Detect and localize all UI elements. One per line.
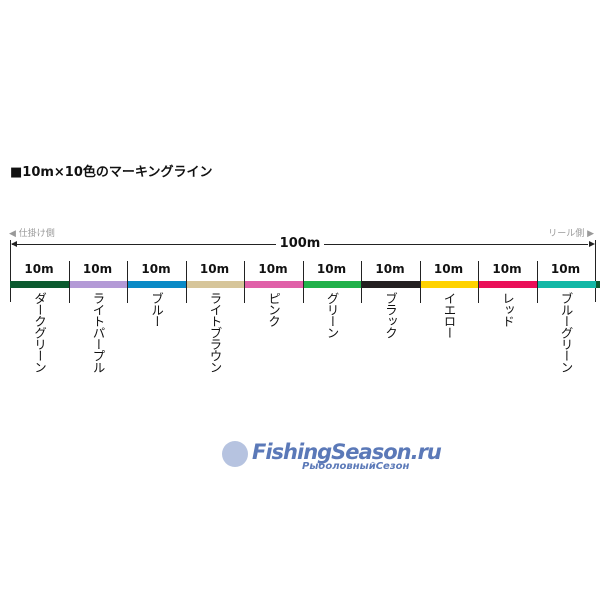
- segment-color-name: ピンク: [244, 292, 302, 327]
- segment-color-name: ダークグリーン: [10, 292, 68, 373]
- segment-length: 10m: [82, 262, 113, 276]
- segment-length: 10m: [141, 262, 171, 276]
- segment-color-name: ブルー: [127, 292, 185, 327]
- total-length-text: 100m: [275, 236, 325, 251]
- segment-length: 10m: [316, 262, 347, 276]
- watermark-line1: FishingSeason.ru: [252, 440, 442, 464]
- color-name-text: グリーン: [324, 292, 340, 338]
- segment-color: [361, 281, 420, 288]
- color-name-text: ライトブラウン: [207, 292, 223, 373]
- segment-divider: [302, 261, 304, 303]
- color-name-text: ライトパープル: [90, 292, 106, 373]
- segment-length: 10m: [24, 262, 54, 276]
- segment-length: 10m: [550, 262, 581, 276]
- segment-divider: [361, 261, 362, 303]
- watermark-logo: FishingSeason.ru РыболовныйСезон: [252, 440, 442, 472]
- end-tick: [595, 240, 596, 302]
- color-name-text: ピンク: [266, 292, 281, 327]
- arrow-right-icon: [589, 241, 595, 247]
- segment-color-name: ブラック: [361, 292, 419, 338]
- segment-divider: [244, 261, 245, 303]
- segment-color: [68, 281, 128, 288]
- segment-color-name: グリーン: [303, 292, 361, 338]
- segment-divider: [536, 261, 538, 303]
- arrow-left-icon: [11, 241, 17, 247]
- line-continuation: [596, 281, 600, 288]
- segment-length: 10m: [492, 262, 522, 276]
- watermark-line2: РыболовныйСезон: [302, 461, 410, 472]
- start-tick: [10, 240, 11, 302]
- section-title: ■10m×10色のマーキングライン: [10, 165, 213, 180]
- segment-color: [185, 281, 245, 288]
- segment-color-name: ライトブラウン: [186, 292, 244, 373]
- segment-color-name: イエロー: [420, 292, 478, 338]
- segment-divider: [127, 261, 128, 303]
- segment-divider: [419, 261, 421, 303]
- segment-divider: [478, 261, 479, 303]
- color-name-text: ダークグリーン: [32, 292, 47, 373]
- color-name-text: イエロー: [441, 292, 457, 338]
- watermark-globe-icon: [222, 441, 248, 467]
- segment-length: 10m: [433, 262, 464, 276]
- segment-divider: [68, 261, 70, 303]
- segment-color-name: ライトパープル: [69, 292, 127, 373]
- segment-color: [478, 281, 537, 288]
- total-length: 100m: [250, 236, 350, 251]
- segment-color: [244, 281, 303, 288]
- segment-divider: [185, 261, 187, 303]
- segment-color: [10, 281, 69, 288]
- terminal-side-label: ◀ 仕掛け側: [9, 229, 55, 239]
- segment-color-name: レッド: [478, 292, 536, 327]
- color-name-text: ブルー: [149, 292, 164, 327]
- segment-color: [536, 281, 596, 288]
- color-name-text: レッド: [500, 292, 515, 327]
- color-name-text: ブラック: [383, 292, 398, 338]
- color-name-text: ブルーグリーン: [558, 292, 574, 373]
- segment-color: [302, 281, 362, 288]
- segment-length: 10m: [199, 262, 230, 276]
- segment-color-name: ブルーグリーン: [537, 292, 595, 373]
- segment-length: 10m: [375, 262, 405, 276]
- segment-color: [419, 281, 479, 288]
- segment-color: [127, 281, 186, 288]
- segment-length: 10m: [258, 262, 288, 276]
- reel-side-label: リール側 ▶: [548, 229, 594, 239]
